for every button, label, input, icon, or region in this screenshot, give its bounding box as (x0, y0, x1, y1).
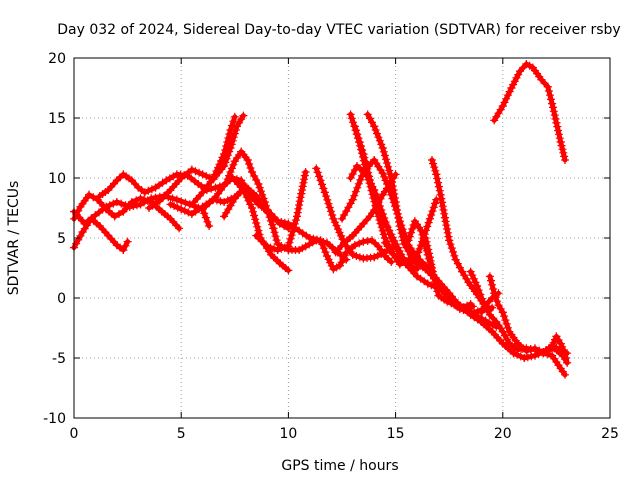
data-point-markers (481, 316, 501, 331)
data-point-markers (112, 170, 128, 185)
chart-title: Day 032 of 2024, Sidereal Day-to-day VTE… (57, 22, 620, 38)
series-line (339, 157, 495, 317)
y-tick-label: 0 (57, 291, 66, 307)
data-point-markers (166, 214, 184, 233)
y-tick-label: -5 (52, 351, 66, 367)
series-s10 (252, 168, 310, 254)
y-tick-label: 10 (48, 171, 66, 187)
x-tick-label: 5 (177, 426, 186, 442)
data-point-markers (295, 242, 310, 254)
data-series (70, 60, 572, 379)
data-point-markers (516, 60, 531, 76)
x-tick-label: 10 (279, 426, 297, 442)
y-axis-label: SDTVAR / TECUs (6, 181, 22, 296)
data-point-markers (85, 190, 102, 204)
y-tick-label: -10 (43, 411, 66, 427)
series-line (191, 114, 238, 205)
data-point-markers (561, 349, 572, 367)
data-point-markers (359, 212, 374, 228)
data-point-markers (425, 195, 441, 223)
data-point-markers (488, 289, 503, 302)
data-point-markers (329, 261, 344, 274)
x-axis-label: GPS time / hours (281, 458, 398, 474)
x-tick-label: 15 (387, 426, 405, 442)
data-point-markers (232, 111, 248, 131)
data-point-markers (134, 183, 149, 197)
data-point-markers (368, 236, 383, 251)
axis-ticks: 0 5 10 15 20 25 -10 -5 0 5 10 15 20 (43, 51, 619, 442)
y-tick-label: 20 (48, 51, 66, 67)
series-s27 (541, 332, 572, 367)
series-s26 (477, 289, 503, 317)
x-tick-label: 20 (494, 426, 512, 442)
data-point-markers (481, 294, 497, 310)
series-line (97, 171, 291, 231)
data-point-markers (443, 297, 460, 310)
x-tick-label: 25 (601, 426, 619, 442)
series-line (487, 273, 568, 378)
data-point-markers (554, 361, 569, 379)
data-point-markers (522, 60, 537, 72)
data-point-markers (556, 138, 569, 164)
data-point-markers (297, 168, 310, 198)
data-point-markers (127, 194, 145, 206)
x-tick-label: 0 (70, 426, 79, 442)
data-point-markers (226, 112, 239, 134)
data-point-markers (539, 349, 557, 360)
series-line (352, 123, 474, 315)
data-point-markers (552, 332, 565, 348)
series-line (71, 216, 131, 253)
data-point-markers (275, 259, 293, 275)
y-tick-label: 15 (48, 111, 66, 127)
data-point-markers (359, 236, 376, 246)
series-s12 (312, 164, 398, 263)
y-tick-label: 5 (57, 231, 66, 247)
data-point-markers (112, 241, 128, 254)
data-point-markers (522, 344, 539, 355)
data-point-markers (541, 342, 557, 355)
data-point-markers (537, 75, 552, 91)
data-point-markers (110, 207, 128, 221)
data-point-markers (494, 301, 507, 317)
data-point-markers (477, 301, 490, 317)
data-point-markers (119, 237, 132, 254)
data-point-markers (127, 176, 143, 192)
data-point-markers (531, 344, 548, 358)
series-s25 (485, 272, 569, 379)
series-s7 (190, 112, 239, 206)
data-point-markers (350, 237, 368, 250)
data-point-markers (485, 310, 501, 326)
series-s16 (338, 156, 497, 318)
series-s28 (490, 60, 569, 164)
